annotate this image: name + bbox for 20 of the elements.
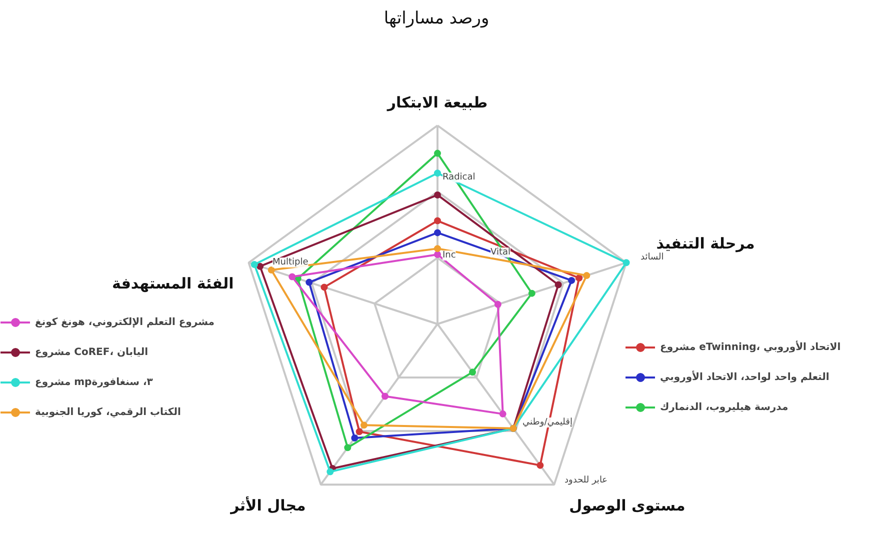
text: Vital bbox=[490, 248, 511, 258]
text: Inc bbox=[442, 250, 456, 260]
legend-label: الكتاب الرقمي، كوريا الجنوبية bbox=[35, 406, 181, 418]
legend-label: التعلم واحد لواحد، الاتحاد الأوروبي bbox=[660, 372, 830, 382]
spoke-label: مجال الأثر bbox=[230, 496, 306, 515]
text: عابر للحدود bbox=[564, 476, 608, 486]
spoke-label: الفئة المستهدفة bbox=[112, 274, 234, 293]
spoke-label: مرحلة التنفيذ bbox=[656, 234, 755, 253]
text: Multiple bbox=[272, 258, 309, 268]
text: السائد bbox=[640, 252, 664, 262]
text: Radical bbox=[442, 172, 476, 182]
legend-label: مدرسة هيليروب، الدنمارك bbox=[660, 402, 788, 412]
spoke-label: طبيعة الابتكار bbox=[386, 94, 488, 112]
text: إقليمي/وطني bbox=[522, 418, 572, 428]
legend-label: مشروع التعلم الإلكتروني، هونغ كونغ bbox=[35, 316, 214, 328]
legend-label: مشروع eTwinning، الاتحاد الأوروبي bbox=[660, 342, 841, 352]
legend-label: مشروع CoREF، اليابان bbox=[35, 346, 148, 358]
legend-label: مشروع mp٣، سنغافورة bbox=[35, 376, 153, 388]
chart-title: ورصد مساراتها bbox=[384, 8, 490, 28]
spoke-label: مستوى الوصول bbox=[569, 496, 686, 515]
